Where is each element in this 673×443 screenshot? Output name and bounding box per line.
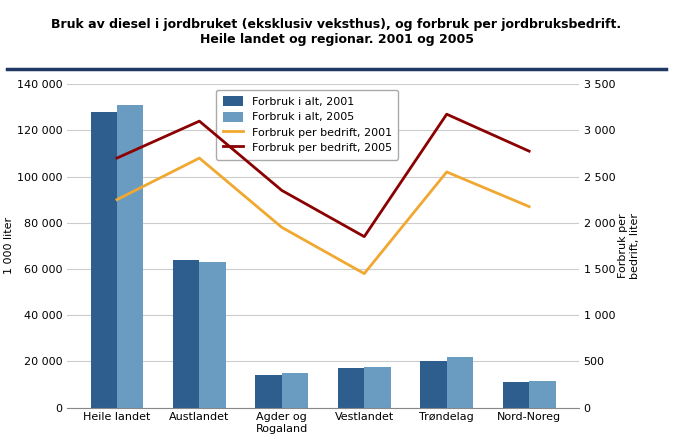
- Bar: [447, 357, 473, 408]
- Forbruk per bedrift, 2005: [443, 112, 451, 117]
- Forbruk per bedrift, 2005: [360, 234, 368, 239]
- Bar: [364, 367, 390, 408]
- Forbruk per bedrift, 2005: [278, 188, 286, 193]
- Y-axis label: Forbruk per
bedrift, liter: Forbruk per bedrift, liter: [618, 213, 639, 279]
- Bar: [199, 262, 225, 408]
- Bar: [282, 373, 308, 408]
- Forbruk per bedrift, 2001: [113, 197, 121, 202]
- Forbruk per bedrift, 2001: [278, 225, 286, 230]
- Y-axis label: Forbruk i alt,
1 000 liter: Forbruk i alt, 1 000 liter: [0, 210, 14, 281]
- Forbruk per bedrift, 2001: [443, 169, 451, 175]
- Forbruk per bedrift, 2005: [113, 155, 121, 161]
- Forbruk per bedrift, 2001: [360, 271, 368, 276]
- Forbruk per bedrift, 2005: [525, 148, 533, 154]
- Forbruk per bedrift, 2001: [195, 155, 203, 161]
- Bar: [503, 382, 529, 408]
- Forbruk per bedrift, 2001: [525, 204, 533, 209]
- Bar: [173, 260, 199, 408]
- Bar: [256, 375, 282, 408]
- Bar: [421, 361, 447, 408]
- Bar: [338, 368, 364, 408]
- Bar: [529, 381, 555, 408]
- Line: Forbruk per bedrift, 2001: Forbruk per bedrift, 2001: [117, 158, 529, 274]
- Bar: [91, 112, 117, 408]
- Legend: Forbruk i alt, 2001, Forbruk i alt, 2005, Forbruk per bedrift, 2001, Forbruk per: Forbruk i alt, 2001, Forbruk i alt, 2005…: [216, 90, 398, 159]
- Bar: [117, 105, 143, 408]
- Text: Bruk av diesel i jordbruket (eksklusiv veksthus), og forbruk per jordbruksbedrif: Bruk av diesel i jordbruket (eksklusiv v…: [51, 18, 622, 46]
- Line: Forbruk per bedrift, 2005: Forbruk per bedrift, 2005: [117, 114, 529, 237]
- Forbruk per bedrift, 2005: [195, 118, 203, 124]
